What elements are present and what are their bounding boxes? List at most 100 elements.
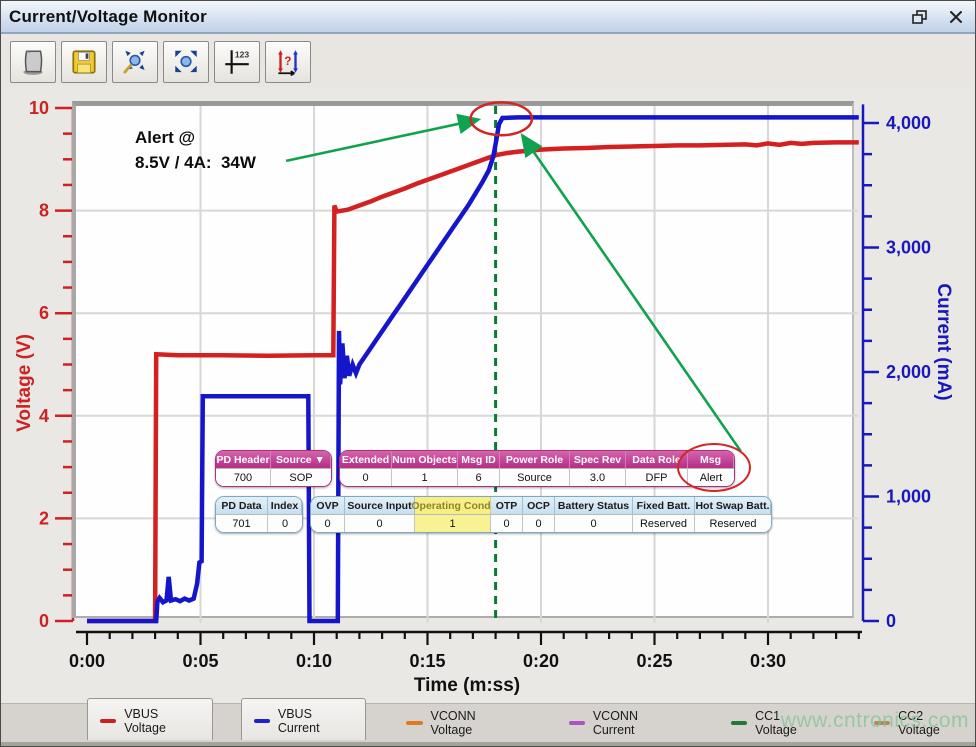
measure-query-icon: ? (278, 49, 298, 76)
legend-label: VCONN Current (592, 709, 638, 737)
svg-text:0:20: 0:20 (523, 651, 559, 671)
operating-cond-value-highlighted: 1 (415, 514, 491, 532)
svg-text:2,000: 2,000 (886, 362, 931, 382)
svg-text:123: 123 (235, 49, 250, 59)
index-header: Index (268, 497, 302, 514)
window-bottom-edge (1, 742, 975, 746)
pd-header-group: PD Header 700 Source ▼ SOP (215, 450, 332, 487)
ocp-value: 0 (523, 514, 555, 532)
legend-item-vbus-current[interactable]: VBUS Current (240, 697, 367, 740)
zoom-pointer-button[interactable] (112, 40, 158, 83)
pd-status-fields-group: OVP 0 Source Input 0 Operating Cond. 1 OTP 0… (310, 496, 772, 533)
zoom-fit-button[interactable] (163, 40, 209, 83)
svg-text:0:15: 0:15 (409, 651, 445, 671)
power-role-value: Source (500, 468, 570, 486)
x-axis-title: Time (m:ss) (413, 675, 521, 696)
vbus-voltage-swatch (100, 719, 117, 723)
pd-header-table: PD Header 700 Source ▼ SOP Extended 0 Num O… (215, 450, 735, 487)
spec-rev-header: Spec Rev (570, 451, 626, 468)
close-button[interactable] (945, 7, 967, 27)
num-objects-value: 1 (392, 468, 458, 486)
source-input-header: Source Input (345, 497, 415, 514)
cursor-values-123-icon: 123 (225, 49, 250, 74)
y-left-axis-ruler: 10 8 6 4 2 0 (29, 98, 75, 631)
pd-data-group: PD Data 701 Index 0 (215, 496, 303, 533)
legend-label: VCONN Voltage (430, 709, 476, 737)
svg-text:0:10: 0:10 (296, 651, 332, 671)
save-button[interactable] (61, 40, 107, 83)
legend-item-vbus-voltage[interactable]: VBUS Voltage (87, 697, 213, 740)
plot-canvas (76, 101, 859, 624)
toolbar: 123 ? (1, 36, 975, 87)
source-dropdown-header[interactable]: Source ▼ (271, 451, 331, 468)
y-right-axis-ruler: 4,000 3,000 2,000 1,000 0 (861, 104, 931, 631)
legend-label: VBUS Voltage (124, 707, 166, 735)
pd-header-col: PD Header (216, 451, 271, 468)
pd-data-value: 701 (216, 514, 268, 532)
battery-status-header: Battery Status (555, 497, 633, 514)
extended-header: Extended (340, 451, 392, 468)
msg-id-value: 6 (458, 468, 500, 486)
hot-swap-batt-header: Hot Swap Batt. (695, 497, 771, 514)
legend-item-cc1-voltage[interactable]: CC1 Voltage (719, 703, 834, 743)
legend-strip: VBUS Voltage VBUS Current VCONN Voltage … (1, 697, 975, 743)
svg-text:4,000: 4,000 (886, 113, 931, 133)
extended-value: 0 (340, 468, 392, 486)
alert-annotation-line2: 8.5V / 4A: 34W (135, 152, 256, 172)
svg-text:0: 0 (39, 611, 49, 631)
legend-label: CC1 Voltage (755, 709, 797, 737)
float-window-button[interactable] (909, 7, 931, 27)
ovp-value: 0 (311, 514, 345, 532)
close-icon (950, 10, 962, 23)
vconn-voltage-swatch (406, 721, 423, 725)
series-vbus-current (87, 115, 859, 624)
measure-query-button[interactable]: ? (265, 40, 311, 83)
legend-label: CC2 Voltage (898, 709, 940, 737)
msg-value: Alert (688, 468, 734, 486)
pd-header-value: 700 (216, 468, 271, 486)
gridlines (76, 106, 858, 623)
peak-circle-annotation (469, 101, 534, 137)
index-value: 0 (268, 514, 302, 532)
titlebar: Current/Voltage Monitor (1, 1, 975, 34)
save-icon (72, 49, 96, 74)
svg-text:3,000: 3,000 (886, 238, 931, 258)
legend-item-cc2-voltage[interactable]: CC2 Voltage (862, 703, 975, 743)
hot-swap-batt-value: Reserved (695, 514, 771, 532)
x-axis-ruler: 0:00 0:05 0:10 0:15 0:20 0:25 0:30 (69, 630, 862, 671)
svg-text:0:05: 0:05 (182, 651, 218, 671)
ocp-header: OCP (523, 497, 555, 514)
svg-text:?: ? (284, 55, 291, 68)
watermark: www.cntronics.com (780, 709, 969, 732)
pd-msg-fields-group: Extended 0 Num Objects 1 Msg ID 6 Power Rol… (339, 450, 735, 487)
pd-data-table: PD Data 701 Index 0 OVP 0 Source Input 0 Ope… (215, 496, 772, 533)
cc2-voltage-swatch (873, 721, 891, 725)
plot-area[interactable]: Alert @ 8.5V / 4A: 34W PD Header 700 Sour… (72, 101, 859, 624)
zoom-fit-icon (175, 50, 197, 72)
spec-rev-value: 3.0 (570, 468, 626, 486)
pd-data-header: PD Data (216, 497, 268, 514)
cursor-values-button[interactable]: 123 (214, 40, 260, 83)
window-title: Current/Voltage Monitor (9, 6, 207, 26)
vbus-current-swatch (253, 719, 270, 723)
battery-status-value: 0 (555, 514, 633, 532)
legend-item-vconn-current[interactable]: VCONN Current (557, 703, 691, 743)
vconn-current-swatch (568, 721, 585, 725)
svg-text:0:25: 0:25 (636, 651, 672, 671)
alert-annotation-line1: Alert @ (135, 128, 196, 147)
svg-text:4: 4 (39, 406, 49, 426)
ovp-header: OVP (311, 497, 345, 514)
report-log-button[interactable] (10, 40, 56, 83)
cc1-voltage-swatch (730, 721, 748, 725)
data-role-header: Data Role (626, 451, 688, 468)
msg-header: Msg (688, 451, 734, 468)
alert-annotation: Alert @ 8.5V / 4A: 34W (135, 126, 256, 175)
fixed-batt-header: Fixed Batt. (633, 497, 695, 514)
source-value: SOP (271, 468, 331, 486)
report-log-icon (23, 50, 43, 75)
svg-text:0:00: 0:00 (69, 651, 105, 671)
svg-text:0: 0 (886, 611, 896, 631)
otp-value: 0 (491, 514, 523, 532)
legend-item-vconn-voltage[interactable]: VCONN Voltage (394, 703, 528, 743)
